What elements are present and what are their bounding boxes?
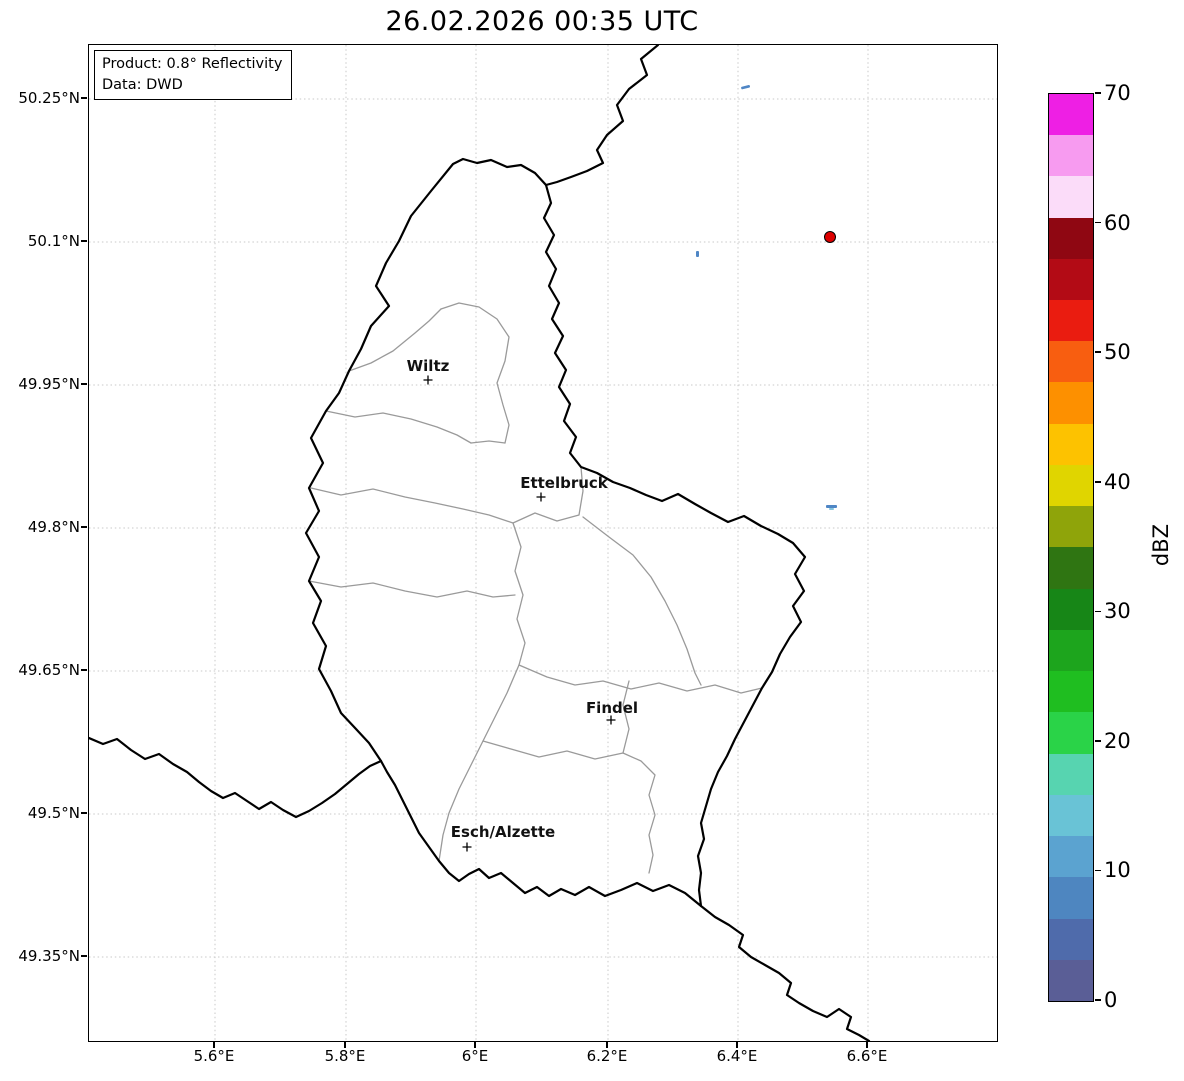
x-tick-mark (736, 1042, 738, 1048)
colorbar-segment (1049, 135, 1093, 177)
annotation-product-line: Product: 0.8° Reflectivity (102, 56, 283, 72)
y-tick-mark (81, 97, 87, 99)
colorbar-segment (1049, 382, 1093, 424)
map-plot-area: Wiltz Ettelbruck Findel Esch/Alzette (88, 44, 998, 1042)
colorbar-tick-mark (1095, 92, 1101, 94)
city-markers (423, 375, 616, 852)
colorbar-tick-mark (1095, 869, 1101, 872)
colorbar-segment (1049, 464, 1093, 507)
x-tick-label: 6°E (461, 1047, 489, 1065)
colorbar-segment (1049, 836, 1093, 878)
city-marker-wiltz (423, 375, 433, 385)
colorbar-segment (1049, 629, 1093, 672)
colorbar-tick-label: 40 (1104, 470, 1131, 494)
southeast-border-extension (699, 904, 871, 1041)
y-tick-label: 49.8°N (27, 518, 80, 536)
city-labels: Wiltz Ettelbruck Findel Esch/Alzette (407, 357, 638, 841)
colorbar-segment (1049, 547, 1093, 589)
x-tick-label: 6.4°E (716, 1047, 758, 1065)
x-tick-mark (866, 1042, 868, 1048)
map-svg: Wiltz Ettelbruck Findel Esch/Alzette (89, 45, 997, 1041)
colorbar-tick-label: 30 (1104, 599, 1131, 623)
colorbar-segment (1049, 671, 1093, 713)
radar-site-marker (824, 231, 836, 243)
city-marker-esch (462, 842, 472, 852)
product-annotation-box: Product: 0.8° Reflectivity Data: DWD (94, 50, 293, 101)
x-tick-mark (474, 1042, 476, 1048)
y-tick-label: 49.5°N (27, 804, 80, 822)
x-tick-mark (344, 1042, 346, 1048)
y-tick-mark (81, 955, 87, 957)
city-marker-findel (606, 715, 616, 725)
colorbar-segment (1049, 341, 1093, 383)
city-label-wiltz: Wiltz (407, 357, 450, 375)
north-border-extension (544, 45, 660, 187)
colorbar-tick-label: 10 (1104, 858, 1131, 882)
colorbar-unit-label: dBZ (1149, 523, 1173, 567)
y-tick-mark (81, 383, 87, 385)
colorbar-tick-mark (1095, 221, 1101, 224)
y-tick-label: 49.35°N (18, 947, 80, 965)
y-tick-mark (81, 812, 87, 814)
colorbar-segment (1049, 877, 1093, 919)
colorbar-tick-mark (1095, 740, 1101, 742)
colorbar-tick-label: 20 (1104, 729, 1131, 753)
colorbar-segment (1049, 959, 1093, 1001)
y-tick-mark (81, 526, 87, 528)
x-tick-label: 6.6°E (846, 1047, 888, 1065)
y-tick-label: 49.65°N (18, 661, 80, 679)
x-tick-label: 6.2°E (586, 1047, 628, 1065)
colorbar-segment (1049, 93, 1093, 136)
colorbar-segment (1049, 506, 1093, 548)
colorbar-tick-label: 70 (1104, 81, 1131, 105)
y-tick-mark (81, 240, 87, 242)
luxembourg-border (304, 157, 807, 908)
radar-echoes (696, 85, 837, 510)
y-tick-label: 50.1°N (27, 232, 80, 250)
colorbar-segment (1049, 588, 1093, 630)
radar-echo (829, 508, 834, 510)
y-tick-mark (81, 669, 87, 671)
colorbar-tick-mark (1095, 481, 1101, 483)
colorbar-tick-label: 50 (1104, 340, 1131, 364)
city-label-ettelbruck: Ettelbruck (520, 474, 609, 492)
city-label-esch: Esch/Alzette (451, 823, 555, 841)
colorbar-segment (1049, 176, 1093, 218)
colorbar-segment (1049, 423, 1093, 465)
x-tick-mark (213, 1042, 215, 1048)
colorbar-segment (1049, 918, 1093, 960)
colorbar-segment (1049, 712, 1093, 754)
colorbar-tick-mark (1095, 351, 1101, 353)
annotation-data-line: Data: DWD (102, 76, 183, 93)
colorbar-segment (1049, 300, 1093, 342)
colorbar-tick-label: 60 (1104, 211, 1131, 235)
y-tick-label: 50.25°N (18, 89, 80, 107)
x-tick-label: 5.8°E (324, 1047, 366, 1065)
colorbar-gradient (1048, 93, 1094, 1002)
radar-echo (696, 251, 699, 257)
southwest-border-extension (89, 736, 383, 819)
colorbar-segment (1049, 753, 1093, 795)
colorbar-segment (1049, 217, 1093, 259)
country-borders (89, 45, 871, 1041)
city-label-findel: Findel (586, 699, 638, 717)
x-tick-mark (606, 1042, 608, 1048)
city-marker-ettelbruck (536, 492, 546, 502)
colorbar-segment (1049, 258, 1093, 301)
colorbar-segment (1049, 794, 1093, 837)
x-tick-label: 5.6°E (193, 1047, 235, 1065)
y-tick-label: 49.95°N (18, 375, 80, 393)
colorbar-tick-label: 0 (1104, 988, 1118, 1012)
radar-echo (826, 505, 837, 508)
radar-echo (741, 85, 751, 90)
district-borders (308, 302, 763, 874)
plot-title: 26.02.2026 00:35 UTC (385, 6, 699, 37)
colorbar-tick-mark (1095, 999, 1101, 1001)
colorbar-tick-mark (1095, 610, 1101, 612)
